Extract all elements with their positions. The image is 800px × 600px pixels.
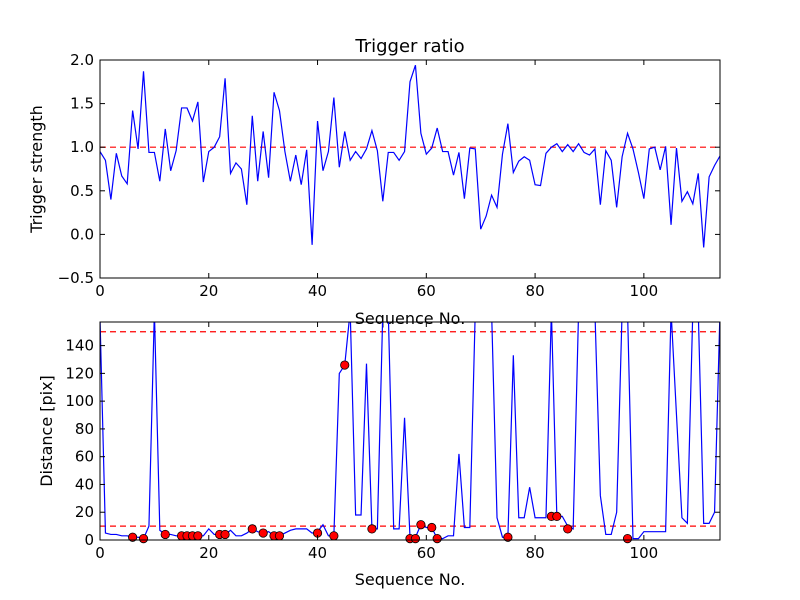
y-axis-label: Distance [pix] — [37, 375, 56, 487]
data-point — [427, 522, 437, 533]
x-tick-label: 60 — [417, 544, 436, 562]
x-axis-label: Sequence No. — [355, 570, 466, 589]
data-point — [193, 531, 203, 541]
data-point — [274, 531, 285, 541]
y-tick-label: 1.5 — [70, 95, 94, 113]
data-point — [432, 534, 442, 544]
data-point — [329, 531, 339, 541]
chart-title: Trigger ratio — [354, 36, 464, 57]
data-point — [503, 532, 513, 542]
x-tick-label: 20 — [199, 282, 218, 300]
data-point — [220, 529, 230, 540]
data-point — [563, 524, 573, 534]
y-axis-label: Trigger strength — [27, 105, 46, 234]
x-tick-label: 100 — [630, 544, 659, 562]
axes: 0 20 40 60 80 100 0 20 40 60 80 100 120 140 — [65, 321, 721, 562]
data-point — [258, 528, 268, 538]
data-point — [160, 529, 170, 540]
plot-area — [100, 65, 720, 248]
y-tick-label: 20 — [75, 503, 94, 521]
data-point — [622, 534, 633, 544]
trigger-ratio-chart: Trigger ratio 0 20 40 60 80 100 −0.5 0.0 0.5 1.0 1… — [27, 36, 721, 328]
x-tick-label: 60 — [417, 282, 436, 300]
data-point — [340, 360, 350, 370]
x-tick-label: 0 — [95, 544, 105, 562]
y-tick-label: 40 — [75, 475, 94, 493]
x-tick-label: 40 — [308, 282, 327, 300]
y-tick-label: 0.5 — [70, 182, 94, 200]
axes-frame — [99, 321, 721, 541]
axes: 0 20 40 60 80 100 −0.5 0.0 0.5 1.0 1.5 2.0 — [58, 51, 721, 300]
y-tick-label: 140 — [65, 337, 94, 355]
marker-series — [128, 360, 633, 544]
x-axis-label: Sequence No. — [355, 309, 466, 328]
x-tick-label: 0 — [95, 282, 105, 300]
y-tick-label: −0.5 — [58, 269, 94, 287]
data-point — [416, 520, 426, 530]
x-tick-label: 20 — [199, 544, 218, 562]
series-line — [100, 65, 720, 248]
x-tick-label: 80 — [526, 544, 545, 562]
y-tick-label: 60 — [75, 448, 94, 466]
data-point — [128, 532, 138, 542]
y-tick-label: 80 — [75, 420, 94, 438]
x-tick-label: 80 — [526, 282, 545, 300]
y-tick-label: 120 — [65, 364, 94, 382]
data-point — [247, 524, 257, 534]
data-point — [367, 524, 377, 534]
data-point — [552, 511, 562, 521]
y-tick-label: 0 — [84, 531, 94, 549]
y-tick-label: 2.0 — [70, 51, 94, 69]
distance-chart: 0 20 40 60 80 100 0 20 40 60 80 100 120 140 Sequence … — [37, 321, 721, 589]
y-tick-label: 100 — [65, 392, 94, 410]
y-tick-label: 0.0 — [70, 225, 94, 243]
x-tick-label: 40 — [308, 544, 327, 562]
x-tick-label: 100 — [630, 282, 659, 300]
y-tick-label: 1.0 — [70, 138, 94, 156]
data-point — [138, 534, 149, 544]
axes-frame — [99, 59, 721, 279]
data-point — [410, 534, 421, 544]
